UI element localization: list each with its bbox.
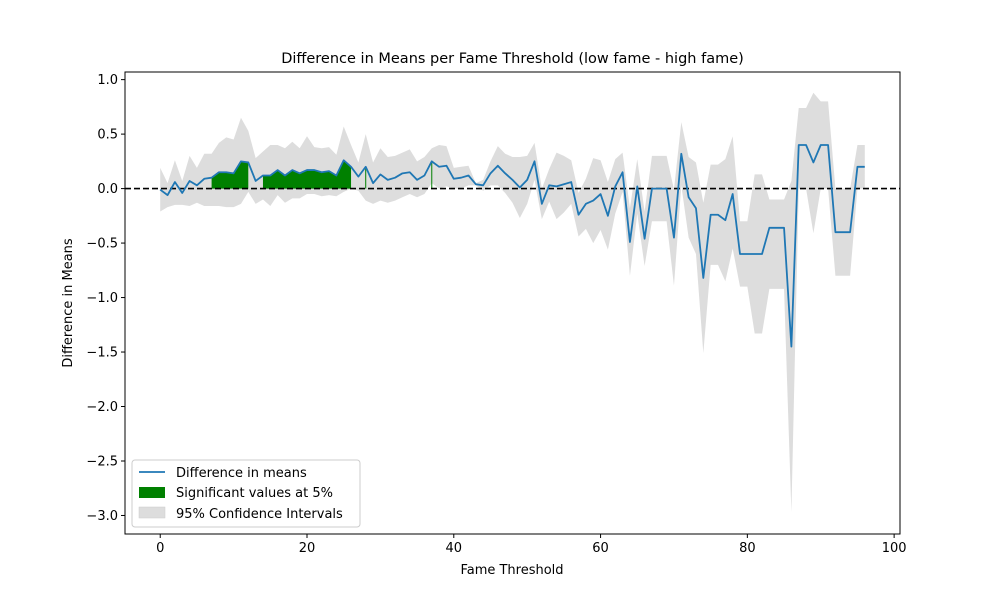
axes-frame [124,71,901,535]
y-tick-label: −0.5 [86,237,118,252]
chart-title: Difference in Means per Fame Threshold (… [281,51,744,67]
y-axis-label: Difference in Means [61,238,76,368]
significant-fill-region [262,160,352,189]
difference-in-means-line [159,144,865,348]
y-tick-label: −1.5 [86,346,118,361]
y-tick-label: −2.0 [86,400,118,415]
y-tick-label: 1.0 [97,73,118,88]
x-tick-label: 100 [882,541,907,556]
x-tick-label: 40 [446,541,463,556]
x-axis-label: Fame Threshold [460,563,563,578]
x-tick-label: 0 [156,541,164,556]
x-axis-ticks: 0 20 40 60 80 100 [156,534,907,556]
y-tick-label: −1.0 [86,291,118,306]
legend: Difference in means Significant values a… [131,459,361,528]
y-tick-label: 0.0 [97,182,118,197]
legend-label-ci: 95% Confidence Intervals [176,507,343,522]
x-tick-label: 60 [592,541,609,556]
y-tick-label: −2.5 [86,454,118,469]
y-axis-ticks: 1.0 0.5 0.0 −0.5 −1.0 −1.5 −2.0 −2.5 −3.0 [86,73,125,524]
legend-label-significant: Significant values at 5% [176,486,333,501]
legend-significant-swatch [139,487,165,498]
legend-label-difference: Difference in means [176,466,307,481]
x-tick-label: 20 [299,541,316,556]
significant-fill-group [211,160,433,189]
legend-box [131,459,361,528]
significant-fill-region [211,161,249,189]
x-tick-label: 80 [739,541,756,556]
y-tick-label: 0.5 [97,128,118,143]
legend-ci-swatch [138,506,166,519]
y-tick-label: −3.0 [86,509,118,524]
